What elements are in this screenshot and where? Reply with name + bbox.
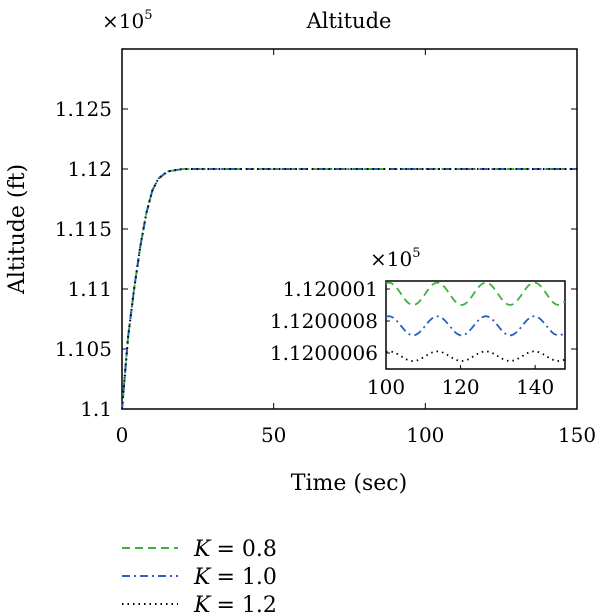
main-scale-label: ×105 — [102, 8, 153, 33]
legend: K = 0.8K = 1.0K = 1.2 — [122, 537, 277, 616]
legend-value: = 1.2 — [216, 593, 276, 616]
inset-series-line-k-1-0 — [385, 315, 566, 337]
legend-label: K = 1.0 — [193, 565, 277, 590]
y-axis-label: Altitude (ft) — [5, 164, 30, 295]
inset-x-tick-label: 100 — [367, 375, 405, 399]
inset-scale-exponent: 5 — [412, 246, 420, 261]
x-tick-label: 150 — [558, 423, 596, 447]
legend-symbol: K — [193, 565, 212, 590]
x-axis-label: Time (sec) — [291, 471, 407, 496]
main-ticks: 0 50 100 150 1.1 1.105 1.11 1.115 1.12 1.125 — [55, 49, 596, 447]
inset-plot-frame — [385, 280, 566, 370]
inset-y-tick-label: 1.120001 — [283, 277, 378, 301]
main-series-lines — [121, 168, 577, 410]
inset-scale-base: ×10 — [370, 247, 412, 271]
main-scale-base: ×10 — [102, 9, 144, 33]
inset-scale-label: ×105 — [370, 246, 421, 271]
inset-ticks: 100 120 140 1.120001 1.1200008 1.1200006 — [270, 277, 554, 399]
inset-y-tick-label: 1.1200008 — [270, 309, 378, 333]
legend-label: K = 1.2 — [193, 593, 277, 616]
inset-x-tick-label: 120 — [441, 375, 479, 399]
chart-title: Altitude — [306, 9, 392, 33]
y-tick-label: 1.115 — [55, 217, 112, 241]
inset-series-lines — [385, 281, 566, 362]
inset-series-line-k-0-8 — [385, 281, 566, 306]
x-tick-label: 100 — [406, 423, 444, 447]
series-line-k-1-0 — [121, 168, 577, 410]
y-tick-label: 1.12 — [67, 157, 112, 181]
y-tick-label: 1.1 — [80, 397, 112, 421]
legend-value: = 0.8 — [216, 537, 276, 562]
x-tick-label: 0 — [116, 423, 129, 447]
legend-label: K = 0.8 — [193, 537, 277, 562]
legend-value: = 1.0 — [216, 565, 276, 590]
inset-x-tick-label: 140 — [516, 375, 554, 399]
main-scale-exponent: 5 — [144, 8, 152, 23]
legend-symbol: K — [193, 537, 212, 562]
inset-y-tick-label: 1.1200006 — [270, 341, 378, 365]
x-tick-label: 50 — [261, 423, 286, 447]
y-tick-label: 1.125 — [55, 97, 112, 121]
y-tick-label: 1.105 — [55, 337, 112, 361]
y-tick-label: 1.11 — [67, 277, 112, 301]
legend-symbol: K — [193, 593, 212, 616]
